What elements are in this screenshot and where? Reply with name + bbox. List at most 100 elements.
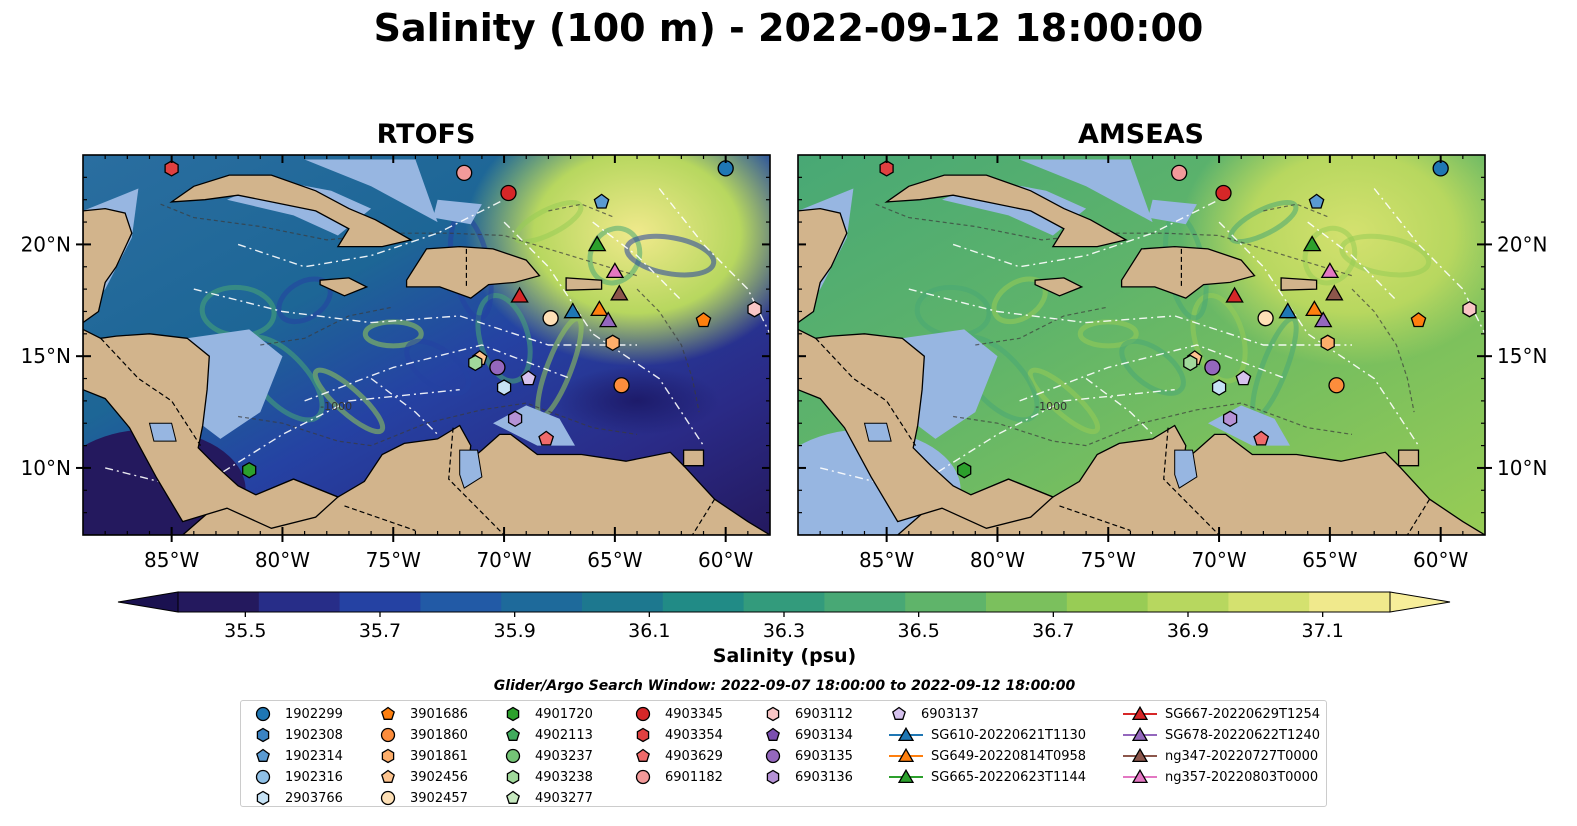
legend-marker [255, 706, 271, 722]
lat-tick-label: 10°N [21, 456, 71, 480]
lon-tick-label: 60°W [1413, 548, 1468, 572]
obs-marker-4903345 [500, 184, 517, 202]
legend-label: 6903137 [921, 707, 979, 722]
legend-symbol [506, 727, 520, 741]
legend-label: ng347-20220727T0000 [1165, 749, 1319, 764]
colorbar-segment [1228, 592, 1310, 612]
obs-marker-SG649-20220814T0958 [590, 300, 609, 317]
legend-marker [256, 727, 270, 743]
obs-marker-4903345 [1215, 184, 1232, 202]
colorbar-tick-label: 36.1 [628, 620, 670, 642]
legend-label: 4901720 [535, 707, 593, 722]
legend-symbol [256, 748, 270, 762]
legend-marker [506, 706, 520, 722]
obs-marker-1902314 [593, 193, 610, 209]
legend-marker [766, 706, 780, 722]
obs-marker-ng357-20220803T0000 [1320, 262, 1340, 279]
lat-tick-label: 20°N [1497, 232, 1547, 256]
legend-marker [765, 748, 781, 764]
legend-marker [256, 748, 270, 762]
panel-title-amseas: AMSEAS [1078, 119, 1204, 150]
obs-marker-3901861 [605, 334, 620, 352]
colorbar-label: Salinity (psu) [712, 645, 857, 667]
legend-marker [381, 706, 395, 720]
eez-boundary [658, 188, 770, 335]
land-hispaniola [405, 245, 541, 299]
legend-marker [380, 727, 396, 743]
legend-marker [635, 706, 651, 722]
obs-marker-1902299 [717, 160, 734, 177]
eddy-feature [362, 319, 424, 349]
colorbar-segment [1309, 592, 1391, 612]
legend-label: SG667-20220629T1254 [1165, 707, 1321, 722]
obs-marker-3901686 [695, 312, 712, 328]
country-border [691, 498, 716, 535]
country-border [1163, 427, 1220, 535]
legend-symbol [765, 748, 781, 764]
colorbar-segment [986, 592, 1068, 612]
obs-marker-ng347-20220727T0000 [610, 284, 629, 301]
obs-marker-4903629 [538, 430, 555, 446]
lat-tick-label: 15°N [21, 344, 71, 368]
land-centralAmerica [83, 328, 340, 529]
legend-marker [380, 790, 396, 806]
obs-marker-2903766 [1211, 379, 1227, 396]
obs-marker-SG649-20220814T0958 [1305, 300, 1324, 317]
land-cuba [884, 174, 1128, 248]
legend-symbol [636, 748, 650, 762]
legend-label: 3901686 [410, 707, 468, 722]
shallow-bank [1019, 159, 1153, 223]
bathymetry-contour [875, 203, 1353, 277]
country-border [448, 427, 505, 535]
bathymetry-contour [636, 288, 700, 413]
obs-marker-6903135 [489, 359, 506, 376]
colorbar-segment [905, 592, 987, 612]
land-centralAmerica [798, 328, 1055, 529]
lake [863, 422, 892, 442]
eez-boundary [1307, 221, 1397, 301]
legend-label: 6903135 [795, 749, 853, 764]
colorbar-segment [178, 592, 260, 612]
shallow-bank [433, 199, 482, 225]
shallow-bank [187, 329, 283, 439]
legend-symbol [506, 706, 520, 722]
obs-marker-4903238 [468, 354, 483, 372]
obs-marker-3901686 [1410, 312, 1427, 328]
legend-label: 3902456 [410, 770, 468, 785]
legend-marker [506, 727, 520, 741]
legend-label: 4903277 [535, 791, 593, 806]
lon-tick-label: 65°W [587, 548, 642, 572]
eddy-feature [1027, 367, 1101, 435]
obs-marker-6903112 [1462, 300, 1477, 318]
eez-boundary [1373, 188, 1485, 335]
legend-label: 6903134 [795, 728, 853, 743]
lake [1174, 449, 1198, 489]
legend-marker [1123, 705, 1157, 721]
legend-label: 1902316 [285, 770, 343, 785]
legend-marker [256, 790, 270, 806]
obs-marker-3901860 [613, 377, 630, 394]
land-puertoRico [1280, 277, 1318, 291]
country-border [815, 337, 917, 446]
eez-boundary [193, 288, 637, 346]
legend-symbol [505, 748, 521, 764]
legend-symbol [380, 790, 396, 806]
colorbar-segment [258, 592, 341, 612]
main-title: Salinity (100 m) - 2022-09-12 18:00:00 [373, 6, 1204, 50]
map-frame [82, 154, 771, 536]
lon-tick-label: 70°W [1191, 548, 1246, 572]
legend-symbol [897, 768, 915, 784]
country-border [1406, 498, 1431, 535]
legend-label: 2903766 [285, 791, 343, 806]
obs-marker-ng357-20220803T0000 [605, 262, 625, 279]
colorbar-tick-label: 35.7 [359, 620, 401, 642]
eddy-feature [312, 367, 386, 435]
obs-marker-4903238 [1183, 354, 1198, 372]
lon-tick-label: 85°W [144, 548, 199, 572]
colorbar-segment [743, 592, 825, 612]
bathymetry-contour [260, 306, 394, 346]
eddy-feature [1077, 319, 1139, 349]
colorbar-tick-label: 36.5 [898, 620, 940, 642]
eddy-feature [513, 200, 584, 245]
